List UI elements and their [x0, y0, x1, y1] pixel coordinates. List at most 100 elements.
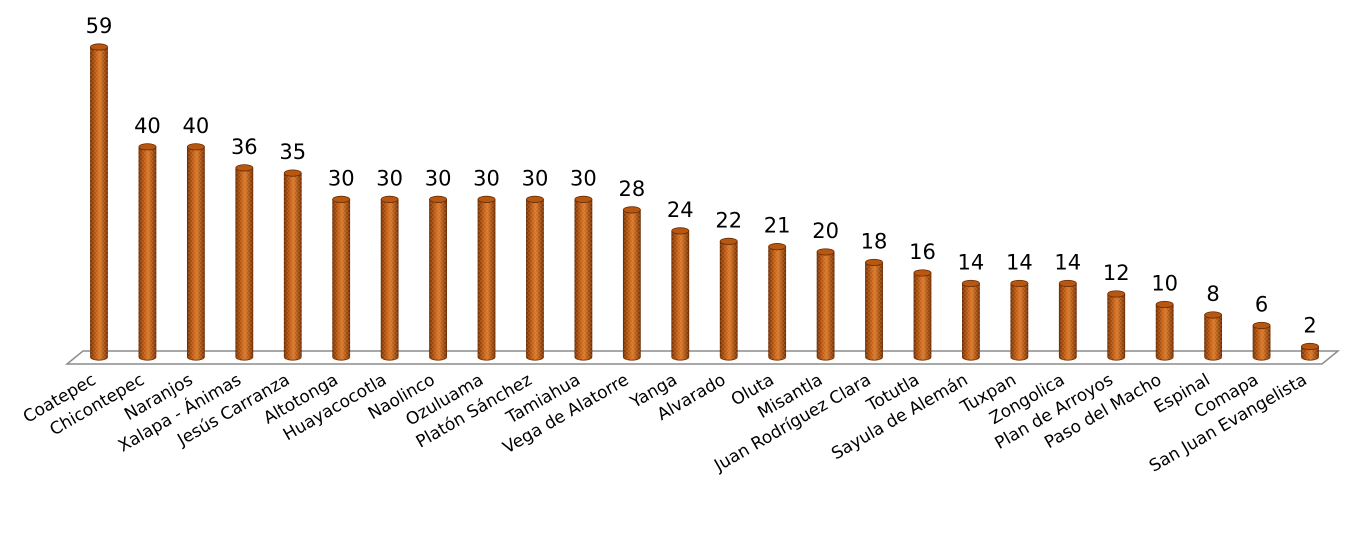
value-label-alvarado: 22: [715, 208, 742, 232]
bar-texture: [817, 251, 835, 361]
bar-texture: [913, 272, 931, 361]
bar-texture: [720, 241, 738, 361]
value-label-xalapa-animas: 36: [231, 135, 258, 159]
bar-top: [1252, 321, 1271, 330]
value-label-jesus-carranza: 35: [279, 140, 306, 164]
bar-top: [1010, 279, 1029, 288]
bar-top: [1058, 279, 1077, 288]
bar-top: [283, 169, 302, 177]
value-label-chicontepec: 40: [134, 114, 161, 138]
value-label-coatepec: 59: [86, 14, 113, 38]
value-label-ozuluama: 30: [473, 166, 500, 190]
bar-naranjos: [186, 143, 205, 361]
bar-texture: [138, 146, 156, 361]
bar-top: [138, 143, 157, 151]
value-label-sayula-de-aleman: 14: [958, 250, 985, 274]
bar-top: [622, 206, 641, 214]
bar-coatepec: [90, 43, 108, 361]
value-label-tamiahua: 30: [570, 166, 597, 190]
bar-platon-sanchez: [526, 195, 544, 361]
bars-group: [90, 43, 1319, 361]
bar-espinal: [1204, 311, 1223, 361]
bar-texture: [1107, 293, 1125, 361]
bar-texture: [1301, 346, 1319, 361]
bar-top: [526, 195, 544, 203]
bar-top: [1301, 342, 1319, 351]
bar-xalapa-animas: [235, 164, 254, 361]
value-label-paso-del-macho: 10: [1151, 271, 1178, 295]
bar-misantla: [816, 248, 835, 361]
bar-jesus-carranza: [283, 169, 302, 361]
bar-top: [380, 195, 399, 203]
value-label-tuxpan: 14: [1006, 250, 1033, 274]
bar-top: [865, 258, 883, 267]
bar-texture: [235, 167, 253, 361]
bar-alvarado: [719, 237, 738, 361]
bar-top: [235, 164, 254, 172]
bar-top: [768, 243, 787, 251]
value-label-totutla: 16: [909, 240, 936, 264]
bar-zongolica: [1058, 279, 1077, 361]
bar-huayacocotla: [380, 195, 399, 361]
value-label-san-juan-evangelista: 2: [1303, 313, 1316, 337]
bar-ozuluama: [477, 195, 496, 361]
value-label-comapa: 6: [1255, 292, 1268, 316]
value-label-juan-rodriguez-clara: 18: [861, 229, 888, 253]
bar-plan-de-arroyos: [1107, 290, 1126, 361]
value-label-espinal: 8: [1206, 282, 1219, 306]
bar-texture: [526, 199, 544, 361]
bar-san-juan-evangelista: [1301, 342, 1319, 361]
bar-texture: [381, 199, 399, 361]
bar-texture: [623, 209, 641, 361]
bar-paso-del-macho: [1155, 300, 1174, 361]
bar-top: [671, 227, 690, 235]
bar-texture: [768, 246, 786, 361]
bar-top: [574, 195, 593, 203]
value-label-plan-de-arroyos: 12: [1103, 261, 1130, 285]
bar-top: [962, 279, 980, 288]
bar-texture: [1253, 325, 1271, 361]
bar-texture: [1204, 314, 1222, 361]
bar-top: [719, 237, 738, 246]
bar-top: [1107, 290, 1126, 298]
bar-oluta: [768, 243, 787, 361]
chart-floor: [64, 350, 1341, 365]
bar-top: [1204, 311, 1223, 319]
bar-texture: [284, 173, 302, 361]
bar-texture: [962, 283, 980, 361]
chart-floor-plane: [64, 350, 1341, 365]
bar-top: [913, 269, 932, 277]
value-label-yanga: 24: [667, 198, 694, 222]
bar-comapa: [1252, 321, 1271, 361]
value-label-naranjos: 40: [183, 114, 210, 138]
bar-naolinco: [429, 195, 447, 361]
bar-vega-de-alatorre: [622, 206, 641, 361]
value-label-zongolica: 14: [1054, 250, 1081, 274]
value-label-misantla: 20: [812, 219, 839, 243]
bar-texture: [1010, 283, 1028, 361]
bar-top: [1155, 300, 1174, 309]
bar-top: [816, 248, 835, 256]
value-label-naolinco: 30: [425, 166, 452, 190]
value-label-huayacocotla: 30: [376, 166, 403, 190]
bar-yanga: [671, 227, 690, 361]
bar-texture: [187, 146, 205, 361]
bar-texture: [429, 199, 447, 361]
value-label-oluta: 21: [764, 214, 791, 238]
bar-top: [90, 43, 108, 51]
bar-juan-rodriguez-clara: [865, 258, 883, 361]
value-label-altotonga: 30: [328, 166, 355, 190]
bar-texture: [478, 199, 496, 361]
bar-totutla: [913, 269, 932, 361]
value-label-vega-de-alatorre: 28: [618, 177, 645, 201]
bar-texture: [865, 262, 883, 361]
bar-texture: [1156, 304, 1174, 361]
bar-texture: [671, 230, 689, 361]
bar-top: [332, 195, 351, 203]
bar-tamiahua: [574, 195, 593, 361]
bar-top: [186, 143, 205, 151]
bar-altotonga: [332, 195, 351, 361]
bar-top: [429, 195, 447, 203]
